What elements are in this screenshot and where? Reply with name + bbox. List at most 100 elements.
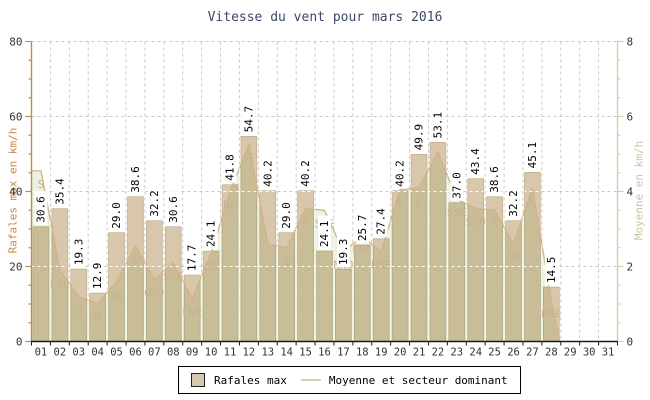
- x-tick-label: 23: [450, 347, 463, 359]
- direction-label: N: [94, 311, 101, 324]
- bar-value-label: 24.1: [205, 221, 218, 248]
- bar-value-label: 49.9: [413, 124, 426, 151]
- x-tick-label: 29: [564, 347, 577, 359]
- direction-label: E: [302, 215, 309, 228]
- average-area: [31, 144, 560, 342]
- left-tick-label: 80: [9, 36, 22, 49]
- direction-label: NE: [204, 260, 217, 273]
- x-tick-label: 09: [186, 347, 199, 359]
- direction-label: E: [397, 197, 404, 210]
- x-tick-label: 22: [432, 347, 445, 359]
- left-tick-label: 0: [16, 336, 23, 349]
- legend-line-swatch: [300, 379, 321, 381]
- x-tick-label: 12: [243, 347, 256, 359]
- direction-label: SE: [110, 289, 123, 302]
- bar-value-label: 32.2: [148, 190, 161, 217]
- direction-label: SE: [72, 304, 85, 317]
- bar-value-label: 27.4: [375, 208, 388, 235]
- x-tick-label: 10: [205, 347, 218, 359]
- x-tick-label: 14: [280, 347, 293, 359]
- bar-value-label: 24.1: [318, 221, 331, 248]
- x-tick-label: 17: [337, 347, 350, 359]
- direction-label: E: [529, 195, 536, 208]
- direction-label: NNE: [371, 259, 391, 272]
- bar-value-label: 40.2: [394, 160, 407, 187]
- direction-label: S: [132, 253, 139, 266]
- x-tick-label: 06: [129, 347, 142, 359]
- x-tick-label: 13: [261, 347, 274, 359]
- left-tick-label: 20: [9, 261, 22, 274]
- x-tick-label: 31: [602, 347, 615, 359]
- x-tick-label: 15: [299, 347, 312, 359]
- legend-line-label: Moyenne et secteur dominant: [328, 373, 508, 387]
- direction-label: ESE: [50, 277, 70, 290]
- bar-value-label: 41.8: [223, 154, 236, 181]
- x-tick-label: 30: [583, 347, 596, 359]
- bar-value-label: 54.7: [242, 106, 255, 132]
- bar-value-label: 38.6: [488, 166, 501, 193]
- right-tick-label: 2: [627, 261, 634, 274]
- direction-label: S: [38, 178, 45, 191]
- bar-value-label: 14.5: [545, 257, 558, 284]
- bar-value-label: 45.1: [526, 142, 539, 169]
- x-tick-label: 01: [35, 347, 48, 359]
- x-tick-label: 18: [356, 347, 369, 359]
- bar-value-label: 19.3: [337, 239, 350, 266]
- chart-title: Vitesse du vent pour mars 2016: [207, 10, 443, 25]
- average-line: [31, 142, 561, 342]
- direction-label: SE: [242, 152, 255, 165]
- x-tick-label: 25: [488, 347, 501, 359]
- left-tick-label: 60: [9, 111, 22, 124]
- x-tick-label: 19: [375, 347, 388, 359]
- right-tick-label: 4: [627, 186, 634, 199]
- right-tick-label: 0: [627, 336, 634, 349]
- direction-label: ENE: [352, 244, 372, 257]
- bar-value-label: 17.7: [186, 245, 199, 272]
- x-tick-label: 21: [413, 347, 426, 359]
- direction-label: SSE: [163, 270, 183, 283]
- legend: Rafales max Moyenne et secteur dominant: [178, 366, 521, 394]
- direction-label: SSE: [447, 206, 467, 219]
- x-tick-label: 16: [318, 347, 331, 359]
- bar-value-label: 12.9: [91, 263, 104, 290]
- direction-label: E: [283, 255, 290, 268]
- left-tick-label: 40: [9, 186, 22, 199]
- right-tick-label: 8: [627, 36, 634, 49]
- bar-value-label: 25.7: [356, 215, 369, 242]
- bar-value-label: 30.6: [34, 196, 47, 223]
- x-tick-label: 04: [91, 347, 104, 359]
- bar-value-label: 38.6: [129, 166, 142, 193]
- direction-label: E: [416, 195, 423, 208]
- bar-value-label: 29.0: [280, 202, 293, 229]
- bar-value-label: 19.3: [72, 239, 85, 266]
- bar-value-label: 40.2: [261, 160, 274, 187]
- x-tick-label: 26: [507, 347, 520, 359]
- x-tick-label: 27: [526, 347, 539, 359]
- direction-label: NE: [223, 199, 236, 212]
- direction-label: ENE: [182, 305, 202, 318]
- bar-value-label: 32.2: [507, 190, 520, 217]
- x-tick-label: 28: [545, 347, 558, 359]
- direction-label: SSO: [466, 215, 486, 228]
- bar-value-label: 35.4: [53, 178, 66, 205]
- x-tick-label: 03: [72, 347, 85, 359]
- legend-bar-label: Rafales max: [214, 373, 287, 387]
- x-tick-label: 11: [224, 347, 237, 359]
- bar-value-label: 43.4: [469, 148, 482, 175]
- x-tick-label: 08: [167, 347, 180, 359]
- bar-value-label: 30.6: [167, 196, 180, 223]
- x-tick-label: 05: [110, 347, 123, 359]
- x-tick-label: 02: [54, 347, 67, 359]
- x-tick-label: 07: [148, 347, 161, 359]
- legend-bar-swatch: [191, 373, 205, 387]
- direction-label: NE: [507, 251, 520, 264]
- x-tick-label: 20: [394, 347, 407, 359]
- right-tick-label: 6: [627, 111, 634, 124]
- direction-label: NNE: [541, 307, 561, 320]
- bar-value-label: 37.0: [450, 172, 463, 199]
- direction-label: S: [491, 217, 498, 230]
- bar-value-label: 29.0: [110, 202, 123, 229]
